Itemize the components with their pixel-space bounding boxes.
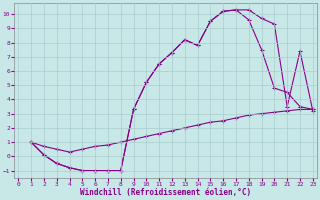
X-axis label: Windchill (Refroidissement éolien,°C): Windchill (Refroidissement éolien,°C) <box>80 188 251 197</box>
